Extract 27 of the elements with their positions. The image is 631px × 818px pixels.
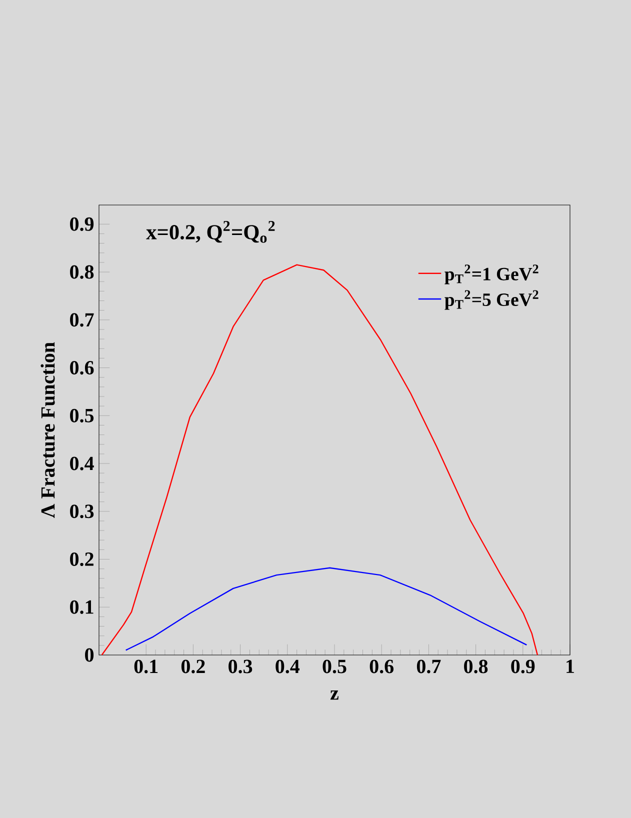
x-tick-label: 1 (566, 660, 574, 673)
x-tick-label: 0.8 (464, 660, 488, 674)
x-axis-title: z (330, 690, 338, 700)
y-tick-label: 0.8 (70, 265, 94, 279)
x-tick-label: 0.5 (322, 660, 346, 674)
legend-label: p$_{T}$$^{2}$=1 GeV$^{2}$ (444, 264, 538, 284)
line-series (101, 264, 538, 655)
x-tick-label: 0.6 (370, 660, 394, 674)
y-tick-label: 0.2 (70, 552, 94, 566)
y-tick-label: 0.5 (70, 408, 94, 422)
x-tick-label: 0.2 (181, 660, 205, 674)
y-tick-label: 0.7 (70, 313, 94, 327)
x-tick-label: 0.3 (228, 660, 252, 674)
annotation: x=0.2, Q$^{2}$=Q$_{o}$2 (146, 220, 275, 243)
legend-label: p$_{T}$$^{2}$=5 GeV$^{2}$ (444, 290, 538, 310)
y-tick-label: 0.4 (70, 456, 94, 470)
y-tick-label: 0.9 (70, 217, 94, 231)
x-tick-label: 0.7 (416, 660, 441, 674)
y-tick-label: 0 (85, 648, 94, 662)
y-axis-title: Λ Fracture Function (40, 342, 55, 518)
x-tick-label: 0.9 (511, 660, 535, 674)
y-tick-label: 0.6 (70, 360, 94, 375)
y-tick-label: 0.1 (70, 600, 94, 614)
x-tick-label: 0.4 (276, 660, 300, 674)
y-tick-label: 0.3 (70, 504, 94, 518)
line-series (125, 567, 528, 651)
x-tick-label: 0.1 (134, 660, 158, 674)
